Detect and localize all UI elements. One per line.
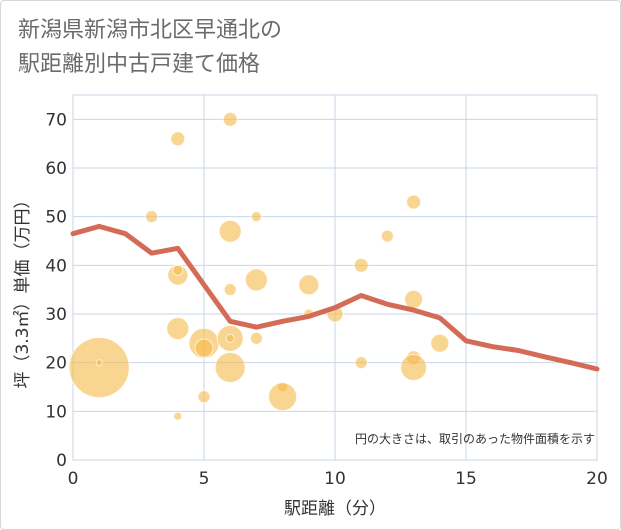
x-tick-label: 5: [199, 469, 210, 489]
data-bubble: [225, 333, 235, 343]
chart-title-line-2: 駅距離別中古戸建て価格: [18, 52, 261, 77]
data-bubble: [95, 359, 103, 367]
data-bubble: [170, 131, 186, 147]
x-tick-label: 20: [586, 469, 608, 489]
data-bubble: [268, 382, 298, 412]
data-bubble: [194, 338, 214, 358]
data-bubble: [222, 111, 238, 127]
data-bubble: [173, 411, 183, 421]
bubble-series: [68, 111, 450, 421]
x-tick-label: 0: [68, 469, 79, 489]
data-bubble: [430, 333, 450, 353]
data-bubble: [166, 317, 190, 341]
average-line-series: [70, 223, 600, 372]
y-tick-label: 40: [45, 256, 67, 276]
x-tick-label: 10: [324, 469, 346, 489]
x-axis-title: 駅距離（分）: [284, 499, 386, 519]
data-bubble: [244, 268, 268, 292]
bubble-size-note: 円の大きさは、取引のあった物件面積を示す: [355, 431, 595, 446]
data-bubble: [197, 390, 211, 404]
data-bubble: [218, 219, 242, 243]
chart-title-line-1: 新潟県新潟市北区早通北の: [18, 18, 283, 43]
data-bubble: [404, 289, 424, 309]
data-bubble: [354, 356, 368, 370]
data-bubble: [400, 354, 428, 382]
tick-labels: 0 10 20 30 40 50 60 70 0 5 10 15 20: [45, 110, 607, 489]
data-bubble: [68, 337, 130, 399]
data-bubble: [172, 264, 184, 276]
y-axis-title: 坪（3.3㎡）単価（万円）: [13, 191, 33, 388]
data-bubble: [380, 229, 394, 243]
data-bubble: [298, 274, 320, 296]
y-tick-label: 10: [45, 402, 67, 422]
gridlines: [72, 94, 598, 461]
average-price-line: [70, 223, 600, 372]
data-bubble: [249, 331, 263, 345]
y-tick-label: 0: [56, 451, 67, 471]
y-tick-label: 60: [45, 159, 67, 179]
y-tick-label: 20: [45, 354, 67, 374]
data-bubble: [353, 257, 369, 273]
y-tick-label: 70: [45, 110, 67, 130]
data-bubble: [214, 352, 246, 384]
y-tick-label: 50: [45, 208, 67, 228]
data-bubble: [145, 210, 159, 224]
data-bubble: [406, 194, 422, 210]
data-bubble: [223, 283, 237, 297]
y-tick-label: 30: [45, 305, 67, 325]
x-tick-label: 15: [455, 469, 477, 489]
chart-title: 新潟県新潟市北区早通北の 駅距離別中古戸建て価格: [18, 14, 282, 82]
data-bubble: [250, 211, 262, 223]
